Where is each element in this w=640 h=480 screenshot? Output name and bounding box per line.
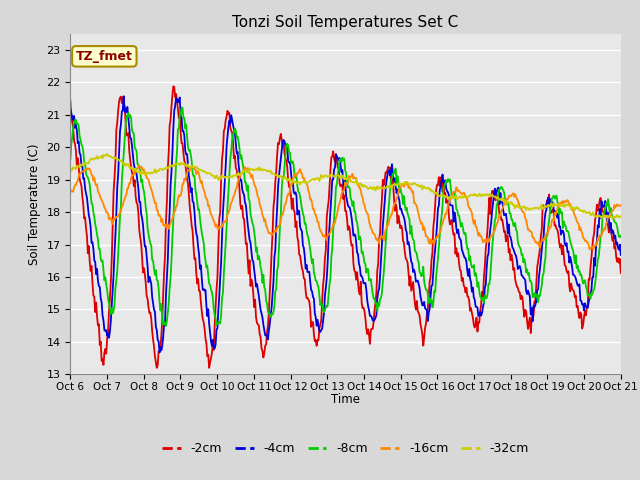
Title: Tonzi Soil Temperatures Set C: Tonzi Soil Temperatures Set C (232, 15, 459, 30)
X-axis label: Time: Time (331, 394, 360, 407)
Y-axis label: Soil Temperature (C): Soil Temperature (C) (28, 143, 41, 265)
Text: TZ_fmet: TZ_fmet (76, 50, 132, 63)
Legend: -2cm, -4cm, -8cm, -16cm, -32cm: -2cm, -4cm, -8cm, -16cm, -32cm (157, 437, 534, 460)
